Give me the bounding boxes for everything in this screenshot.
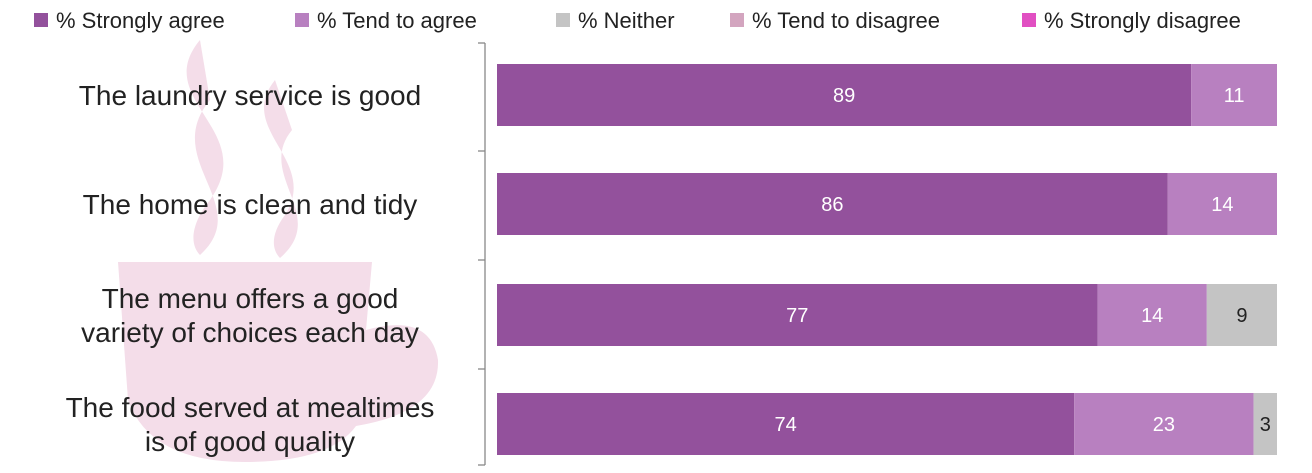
bar-segment-strongly-agree bbox=[497, 284, 1098, 346]
data-label-neither: 3 bbox=[1260, 414, 1271, 436]
legend-swatch-neither bbox=[556, 13, 570, 27]
legend-swatch-strongly-disagree bbox=[1022, 13, 1036, 27]
category-label: The laundry service is good bbox=[79, 80, 421, 111]
legend-label-strongly-disagree: % Strongly disagree bbox=[1044, 8, 1241, 33]
bar-segment-tend-to-agree bbox=[1167, 173, 1277, 235]
legend-label-strongly-agree: % Strongly agree bbox=[56, 8, 225, 33]
data-label-strongly-agree: 77 bbox=[786, 305, 808, 327]
legend-swatch-strongly-agree bbox=[34, 13, 48, 27]
data-label-tend-to-agree: 23 bbox=[1153, 414, 1175, 436]
data-label-neither: 9 bbox=[1236, 305, 1247, 327]
legend-swatch-tend-to-agree bbox=[295, 13, 309, 27]
bar-segment-strongly-agree bbox=[497, 173, 1168, 235]
bar-segment-tend-to-agree bbox=[1191, 64, 1277, 126]
data-label-strongly-agree: 74 bbox=[774, 414, 796, 436]
data-label-strongly-agree: 89 bbox=[833, 85, 855, 107]
legend-label-tend-to-disagree: % Tend to disagree bbox=[752, 8, 940, 33]
legend-label-tend-to-agree: % Tend to agree bbox=[317, 8, 477, 33]
data-label-tend-to-agree: 14 bbox=[1211, 194, 1233, 216]
legend: % Strongly agree % Tend to agree % Neither… bbox=[34, 8, 1241, 33]
bar-segment-tend-to-agree bbox=[1074, 393, 1254, 455]
bars bbox=[497, 64, 1277, 455]
category-label: The home is clean and tidy bbox=[83, 189, 418, 220]
data-labels: 89 11 86 14 77 14 9 74 23 3 bbox=[774, 85, 1270, 436]
bar-segment-strongly-agree bbox=[497, 393, 1075, 455]
category-labels: The laundry service is good The home is c… bbox=[66, 80, 435, 457]
category-axis bbox=[478, 42, 486, 466]
category-label: The food served at mealtimes is of good q… bbox=[66, 392, 435, 457]
cup-icon bbox=[118, 40, 439, 462]
bar-segment-neither bbox=[1206, 284, 1277, 346]
legend-label-neither: % Neither bbox=[578, 8, 675, 33]
bar-segment-neither bbox=[1253, 393, 1277, 455]
bar-segment-tend-to-agree bbox=[1097, 284, 1207, 346]
legend-swatch-tend-to-disagree bbox=[730, 13, 744, 27]
category-label: The menu offers a good variety of choices… bbox=[81, 283, 419, 348]
bar-segment-strongly-agree bbox=[497, 64, 1192, 126]
data-label-tend-to-agree: 11 bbox=[1224, 85, 1245, 107]
data-label-strongly-agree: 86 bbox=[821, 194, 843, 216]
data-label-tend-to-agree: 14 bbox=[1141, 305, 1163, 327]
